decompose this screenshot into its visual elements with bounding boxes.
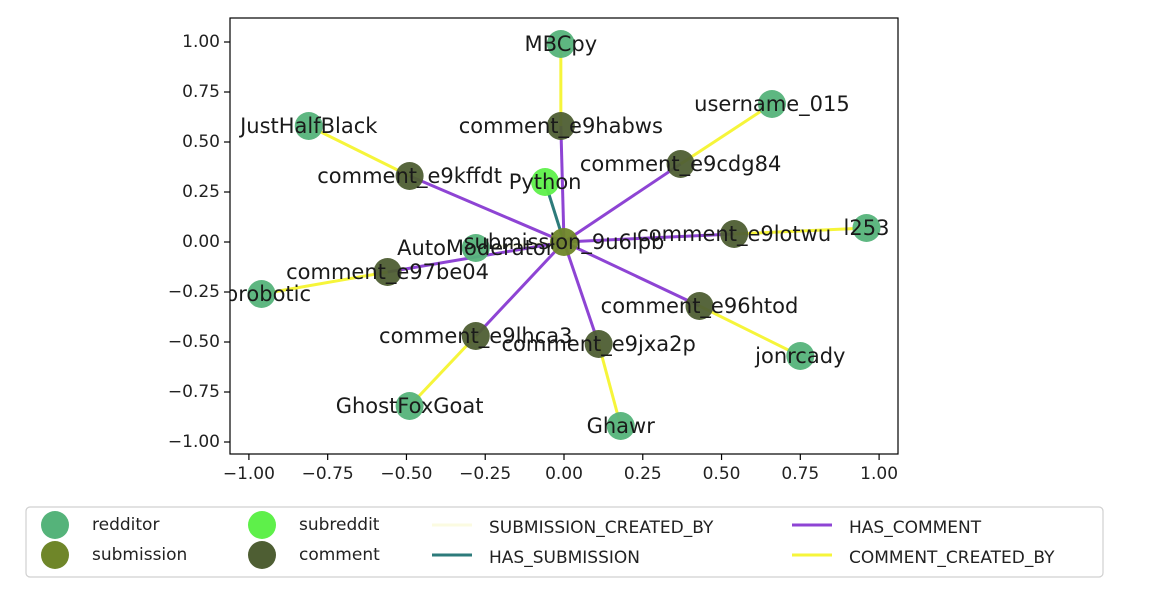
node-redditor [247,280,276,308]
legend-marker-redditor [41,511,69,539]
y-tick-label: 0.00 [182,232,220,252]
edge-comment-created-by [408,334,477,408]
legend-marker-subreddit [248,511,276,539]
legend-label: subreddit [299,515,380,535]
x-tick-label: −0.25 [459,464,511,484]
legend-marker-submission [41,541,69,569]
node-comment [720,220,749,248]
x-axis: −1.00 −0.75 −0.50 −0.25 0.00 0.25 0.50 0.75 1.00 [223,454,898,484]
legend-label: SUBMISSION_CREATED_BY [489,518,714,538]
edge-comment-created-by [308,124,411,178]
legend: redditor submission subreddit comment SUBMIS… [25,506,1104,578]
node-label: comment_e9kffdt [317,164,502,189]
edge-has-comment [409,174,565,244]
x-tick-label: 0.25 [624,464,662,484]
node-redditor [852,214,881,242]
node-label: ebrobotic [212,282,311,306]
node-label: comment_e96htod [601,294,799,319]
node-comment [373,258,402,286]
y-tick-label: 0.75 [182,82,220,102]
legend-label: redditor [92,515,159,535]
legend-label: comment [299,545,380,565]
edge-has-comment [474,240,566,338]
node-label: MBCpy [525,32,598,56]
legend-label: HAS_COMMENT [849,518,982,538]
node-comment [584,330,613,358]
node-label: comment_e9lhca3 [379,324,572,349]
node-label: l253 [844,216,890,240]
node-label: jonrcady [754,344,845,368]
x-tick-label: 0.00 [545,464,583,484]
y-tick-label: −0.75 [168,382,220,402]
node-label: username_015 [694,92,850,117]
node-submission [550,228,578,256]
node-label: comment_e97be04 [286,260,489,285]
node-comment [685,292,714,320]
node-label: comment_e9jxa2p [501,332,695,357]
edge-has-comment [563,162,682,244]
edge-comment-created-by [597,343,623,427]
node-redditor [606,412,635,440]
legend-label: submission [92,545,187,565]
node-redditor [461,234,490,262]
node-label: submission_9u6lpb [464,230,665,255]
y-tick-label: −0.25 [168,282,220,302]
node-label: AutoModerator [397,236,555,260]
node-label: JustHalfBlack [238,114,378,138]
node-label: comment_e9lotwu [637,222,831,247]
edge-has-comment [563,232,735,244]
node-label: comment_e9cdg84 [580,152,781,177]
node-labels-layer: submission_9u6lpbPythonAutoModeratorcomm… [212,32,890,438]
edge-comment-created-by [679,102,773,166]
node-comment [546,112,575,140]
y-tick-label: 0.50 [182,132,220,152]
node-label: Python [509,170,582,194]
x-tick-label: −0.75 [302,464,354,484]
nodes-layer [247,30,881,440]
node-label: comment_e9habws [459,114,663,139]
node-subreddit [531,168,560,196]
y-tick-label: 0.25 [182,182,220,202]
node-comment [461,322,490,350]
legend-marker-comment [248,541,276,569]
y-tick-label: −0.50 [168,332,220,352]
edge-comment-created-by [734,226,867,236]
node-comment [395,162,424,190]
y-tick-label: 1.00 [182,32,220,52]
node-redditor [786,342,815,370]
node-label: Ghawr [587,414,656,438]
edge-comment-created-by [698,304,801,358]
edge-has-comment [559,125,566,243]
legend-frame [25,506,1104,578]
x-tick-label: −1.00 [223,464,275,484]
x-tick-label: 0.75 [781,464,819,484]
node-redditor [395,392,424,420]
edge-comment-created-by [261,270,388,296]
node-redditor [757,90,786,118]
y-axis: 1.00 0.75 0.50 0.25 0.00 −0.25 −0.50 −0.75 −1.00 [168,32,230,452]
node-label: GhostFoxGoat [336,394,484,418]
node-redditor [294,112,323,140]
legend-label: COMMENT_CREATED_BY [849,548,1055,568]
edge-has-comment [562,241,601,345]
node-comment [666,150,695,178]
x-tick-label: 1.00 [860,464,898,484]
y-tick-label: −1.00 [168,432,220,452]
x-tick-label: 0.50 [703,464,741,484]
legend-label: HAS_SUBMISSION [489,548,640,568]
edge-has-comment [563,240,701,308]
node-redditor [546,30,575,58]
x-tick-label: −0.50 [380,464,432,484]
